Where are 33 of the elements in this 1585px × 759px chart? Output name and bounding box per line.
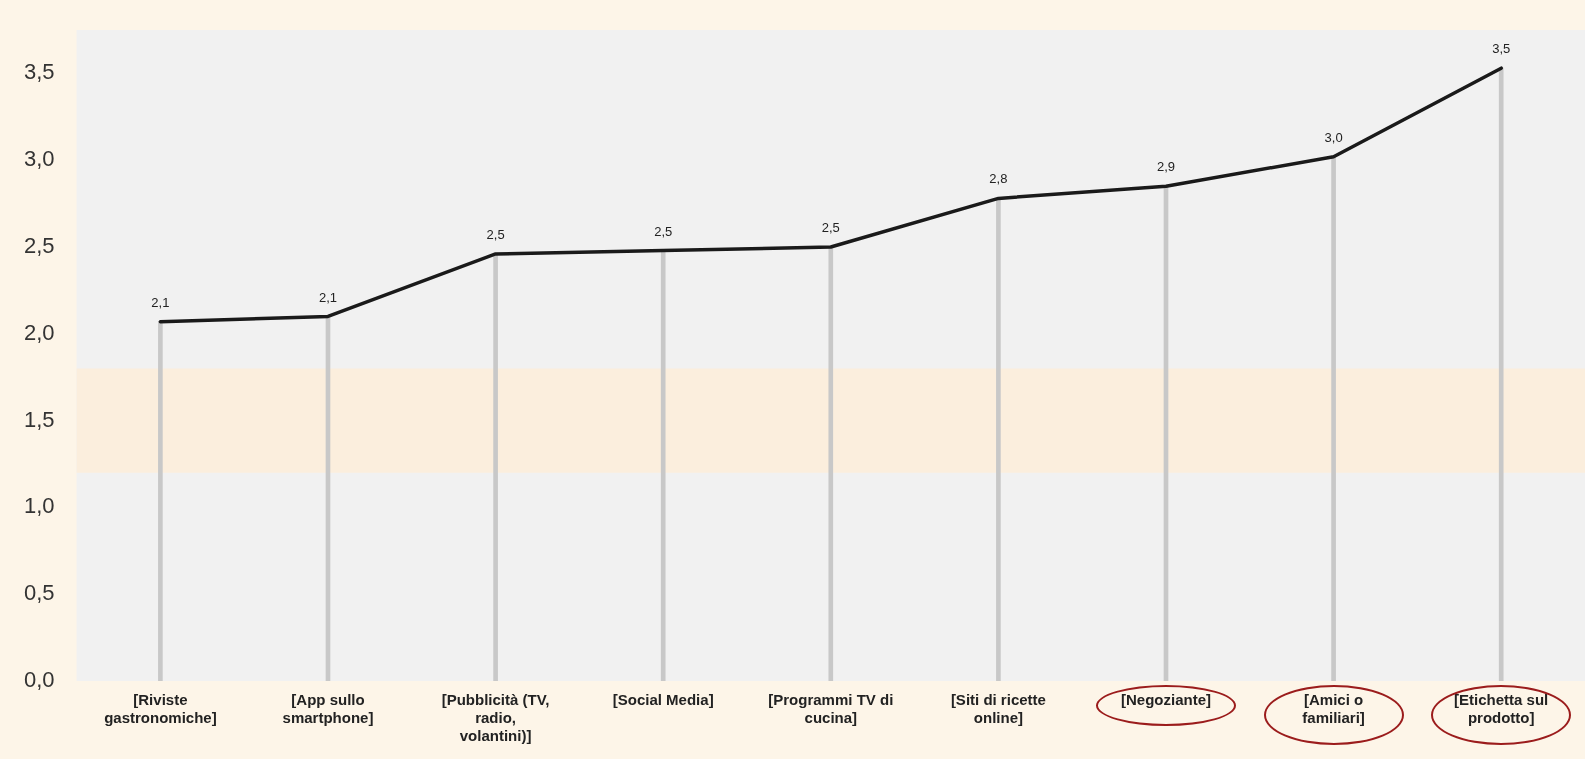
bar xyxy=(828,246,834,681)
y-tick-label: 2,0 xyxy=(23,319,55,345)
data-label: 2,9 xyxy=(1156,159,1176,175)
bar xyxy=(158,321,163,681)
y-tick-label: 2,5 xyxy=(23,233,55,259)
x-tick-label: [Programmi TV di cucina] xyxy=(768,691,894,727)
x-tick-label: [Siti di ricette online] xyxy=(950,691,1046,727)
y-tick-label: 1,0 xyxy=(23,493,55,519)
y-tick-label: 0,0 xyxy=(23,667,55,693)
data-label: 2,8 xyxy=(989,171,1008,187)
bar xyxy=(660,250,666,681)
y-tick-label: 0,5 xyxy=(23,580,55,606)
bar xyxy=(996,198,1001,681)
x-tick-label: [Social Media] xyxy=(612,691,714,709)
bar xyxy=(493,253,498,681)
data-label: 2,5 xyxy=(821,220,840,236)
y-tick-label: 3,5 xyxy=(23,59,55,85)
x-tick-label: [Amici o familiari] xyxy=(1302,691,1365,727)
data-label: 2,1 xyxy=(151,294,170,310)
x-tick-label: [Etichetta sul prodotto] xyxy=(1454,691,1549,727)
x-tick-label: [Pubblicità (TV, radio, volantini)] xyxy=(441,691,550,745)
x-tick-label: [Riviste gastronomiche] xyxy=(104,691,217,727)
y-tick-label: 1,5 xyxy=(23,406,55,432)
data-label: 2,5 xyxy=(654,223,673,239)
data-label: 2,1 xyxy=(318,289,338,305)
bar xyxy=(1331,156,1336,681)
y-tick-label: 3,0 xyxy=(23,146,55,172)
data-label: 2,5 xyxy=(486,227,505,243)
x-tick-label: [Negoziante] xyxy=(1121,691,1211,709)
data-label: 3,0 xyxy=(1324,129,1343,145)
data-label: 3,5 xyxy=(1492,41,1511,57)
x-tick-label: [App sullo smartphone] xyxy=(282,691,374,727)
bar xyxy=(1498,67,1504,681)
